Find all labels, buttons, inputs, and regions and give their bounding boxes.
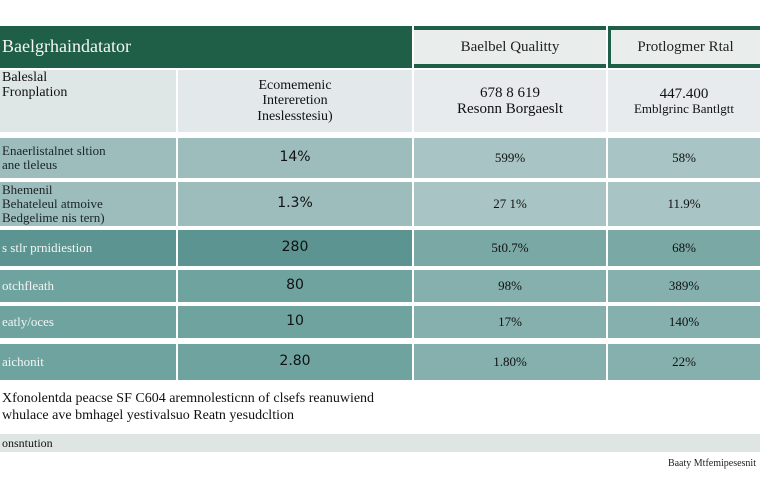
table-row: Enaerlistalnet sltion ane tleleus 14% 59… [0, 138, 760, 178]
rate-value: 22% [608, 344, 760, 380]
quality-value: 5t0.7% [414, 230, 606, 266]
subheader-rate: 447.400 Emblgrinc Bantlgtt [608, 70, 760, 132]
row-label: otchfleath [0, 270, 176, 302]
note-line: whulace ave bmhagel yestivalsuo Reatn ye… [2, 408, 294, 423]
economic-value: 2.80 [178, 344, 412, 380]
table-header-row: Baelgrhaindatator Baelbel Qualitty Protl… [0, 26, 760, 68]
quality-value: 599% [414, 138, 606, 178]
rate-value: 140% [608, 306, 760, 338]
header-rate: Protlogmer Rtal [608, 26, 760, 68]
row-label: aichonit [0, 344, 176, 380]
table-row: s stlr prnidiestion 280 5t0.7% 68% [0, 230, 760, 266]
rate-value: 389% [608, 270, 760, 302]
row-label: Enaerlistalnet sltion ane tleleus [0, 138, 176, 178]
row-label: eatly/oces [0, 306, 176, 338]
economic-value: 1.3% [178, 182, 412, 226]
note-line: Xfonolentda peacse SF C604 aremnolesticn… [2, 391, 375, 406]
table-notes: Xfonolentda peacse SF C604 aremnolesticn… [0, 390, 760, 424]
subheader-economic: Ecomemenic Intereretion Ineslesstesiu) [178, 70, 412, 132]
table-row: aichonit 2.80 1.80% 22% [0, 344, 760, 380]
quality-value: 17% [414, 306, 606, 338]
row-label: s stlr prnidiestion [0, 230, 176, 266]
table-row: eatly/oces 10 17% 140% [0, 306, 760, 338]
economic-value: 80 [178, 270, 412, 302]
footer-bar: onsntution [0, 434, 760, 452]
quality-value: 98% [414, 270, 606, 302]
row-label: Bhemenil Behateleul atmoive Bedgelime ni… [0, 182, 176, 226]
economic-value: 10 [178, 306, 412, 338]
subheader-quality: 678 8 619 Resonn Borgaeslt [414, 70, 606, 132]
header-quality: Baelbel Qualitty [414, 26, 606, 68]
quality-value: 1.80% [414, 344, 606, 380]
source-credit: Baaty Mtfemipesesnit [667, 458, 756, 469]
header-indicator: Baelgrhaindatator [0, 26, 412, 68]
subheader-population: Baleslal Fronplation [0, 70, 176, 132]
table-row: otchfleath 80 98% 389% [0, 270, 760, 302]
table-row: Bhemenil Behateleul atmoive Bedgelime ni… [0, 182, 760, 226]
quality-value: 27 1% [414, 182, 606, 226]
table-subheader-row: Baleslal Fronplation Ecomemenic Interere… [0, 70, 760, 132]
rate-value: 68% [608, 230, 760, 266]
economic-value: 14% [178, 138, 412, 178]
economic-value: 280 [178, 230, 412, 266]
rate-value: 58% [608, 138, 760, 178]
rate-value: 11.9% [608, 182, 760, 226]
